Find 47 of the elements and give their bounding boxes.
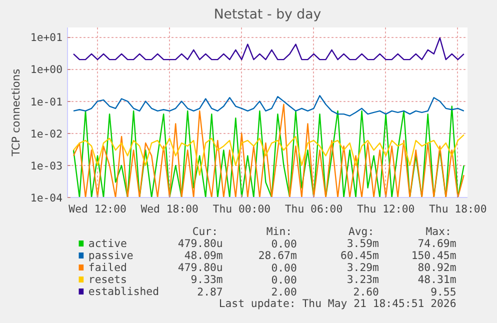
text: 3.59m [346, 237, 379, 250]
text: 2.60 [353, 286, 379, 298]
y-tick-label: 1e-02 [30, 127, 62, 140]
y-tick-label: 1e-04 [30, 192, 62, 204]
text: 80.92m [418, 261, 456, 274]
text: 0.00 [271, 274, 297, 286]
text: 150.45m [411, 249, 456, 262]
text: Max: [426, 225, 452, 238]
text: 2.00 [271, 286, 297, 298]
legend-label: passive [88, 249, 134, 262]
text: 74.69m [418, 237, 456, 250]
text: 3.29m [346, 261, 379, 274]
text: 479.80u [178, 261, 223, 274]
legend-label: resets [88, 273, 127, 286]
text: 28.67m [258, 249, 297, 262]
y-tick-label: 1e+01 [30, 31, 62, 44]
line-series [72, 134, 464, 176]
x-tick-label: Thu 00:00 [212, 202, 271, 216]
x-tick-label: Wed 18:00 [140, 202, 198, 216]
y-tick-label: 1e-01 [30, 95, 62, 108]
x-tick-label: Thu 12:00 [356, 202, 415, 216]
text: 9.55 [430, 286, 456, 298]
x-tick-label: Thu 18:00 [429, 202, 487, 216]
text: Min: [266, 225, 292, 238]
line-series [72, 95, 464, 117]
x-tick-label: Thu 06:00 [284, 202, 343, 216]
text: 9.33m [190, 273, 223, 286]
chart-title: Netstat - by day [214, 8, 322, 22]
y-tick-label: 1e-03 [30, 159, 62, 172]
legend-label: active [88, 237, 127, 250]
legend-label: failed [88, 261, 127, 274]
x-tick-label: Wed 12:00 [68, 202, 126, 216]
text: 479.80u [178, 237, 223, 250]
text: Cur: [192, 225, 218, 238]
text: 0.00 [271, 262, 297, 274]
text: 3.23m [346, 273, 379, 286]
text: 48.31m [418, 273, 456, 286]
text: 60.45m [340, 249, 379, 262]
text: 0.00 [271, 238, 297, 250]
legend-label: established [88, 285, 160, 298]
y-axis-title: TCP connections [9, 68, 22, 158]
text: 48.09m [184, 249, 223, 262]
y-tick-label: 1e+00 [30, 63, 62, 76]
text: 2.87 [197, 286, 223, 298]
text: Avg: [348, 225, 374, 238]
text: Last update: Thu May 21 18:45:51 2026 [218, 297, 456, 310]
line-series [72, 37, 464, 60]
